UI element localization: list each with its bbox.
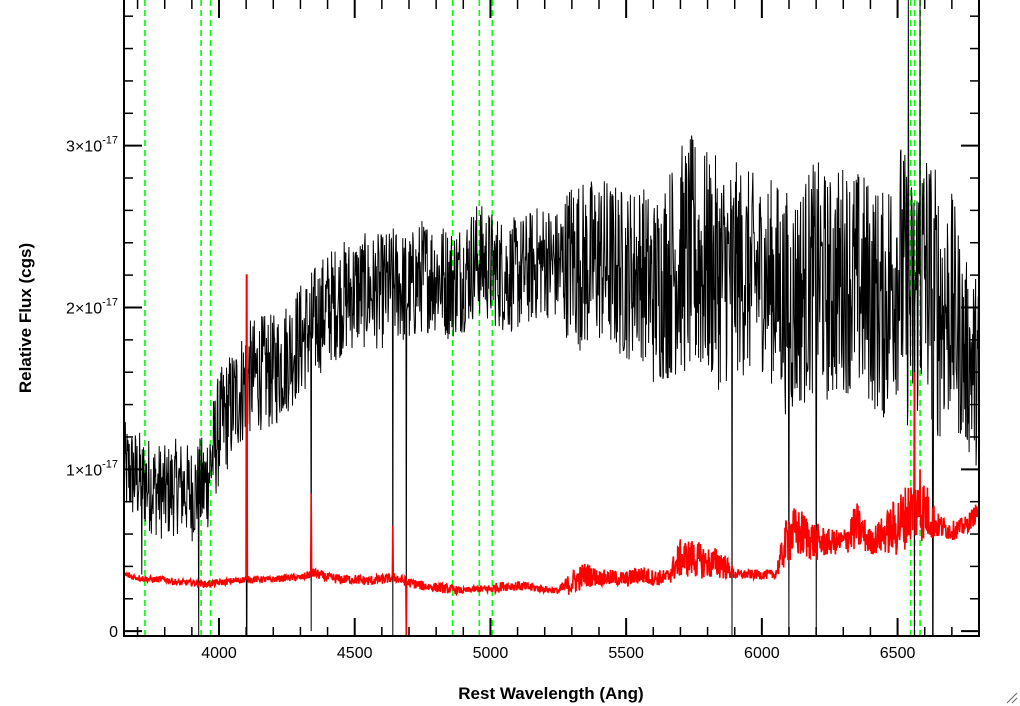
axes: 4000 4500 5000 5500 6000 6500 0 1×10-17 2×10-17 3…	[66, 0, 980, 662]
series-line-2	[124, 274, 979, 636]
series-line-1	[124, 0, 979, 636]
y-tick-label: 0	[109, 624, 118, 641]
series-layer	[124, 0, 979, 636]
plot-area	[124, 0, 979, 636]
x-axis-label: Rest Wavelength (Ang)	[458, 684, 643, 703]
resize-grip-icon[interactable]	[1004, 690, 1018, 704]
y-tick-label: 1×10-17	[66, 458, 118, 479]
x-tick-label: 4500	[337, 645, 373, 662]
y-tick-label: 2×10-17	[66, 296, 118, 317]
y-tick-label: 3×10-17	[66, 135, 118, 156]
x-tick-label: 6500	[880, 645, 916, 662]
x-tick-label: 5000	[473, 645, 509, 662]
y-axis-label: Relative Flux (cgs)	[16, 243, 35, 393]
x-tick-label: 6000	[744, 645, 780, 662]
plot-frame	[123, 0, 980, 637]
x-tick-label: 5500	[608, 645, 644, 662]
x-tick-label: 4000	[201, 645, 237, 662]
